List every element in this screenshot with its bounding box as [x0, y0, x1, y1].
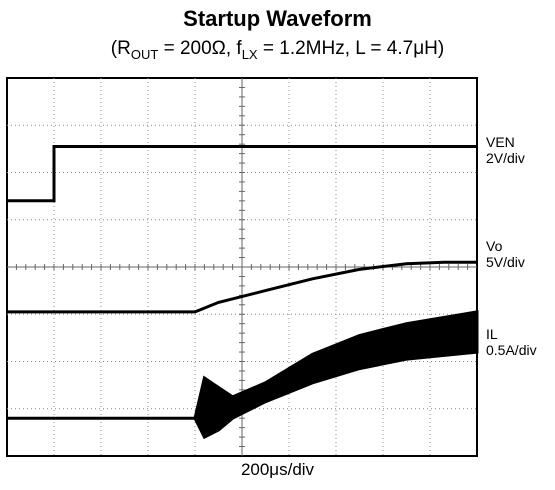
il-trace-name: IL: [486, 326, 498, 342]
graticule: [6, 77, 478, 457]
ven-trace-name: VEN: [486, 134, 515, 150]
vo-trace-label: Vo 5V/div: [486, 238, 525, 270]
il-trace-label: IL 0.5A/div: [486, 326, 537, 358]
vo-trace: [7, 260, 477, 314]
vo-trace-scale: 5V/div: [486, 254, 525, 270]
trace-layer: [7, 145, 479, 440]
chart-subtitle: (ROUT = 200Ω, fLX = 1.2MHz, L = 4.7μH): [0, 38, 555, 62]
subtitle-r-value: = 200Ω,: [158, 38, 237, 59]
ven-trace: [7, 145, 477, 203]
x-axis-scale-label: 200μs/div: [240, 460, 315, 479]
il-trace-scale: 0.5A/div: [486, 342, 537, 358]
subtitle-r-subscript: OUT: [130, 46, 159, 62]
subtitle-open-paren: (: [110, 38, 118, 59]
chart-title: Startup Waveform: [183, 6, 372, 31]
vo-trace-name: Vo: [486, 238, 503, 254]
subtitle-f-value: = 1.2MHz, L = 4.7μH): [257, 38, 445, 59]
subtitle-r-symbol: R: [117, 38, 131, 59]
ven-trace-label: VEN 2V/div: [486, 134, 525, 166]
il-trace: [7, 310, 479, 440]
subtitle-f-symbol: f: [236, 38, 242, 59]
subtitle-f-subscript: LX: [241, 46, 258, 62]
ven-trace-scale: 2V/div: [486, 150, 525, 166]
